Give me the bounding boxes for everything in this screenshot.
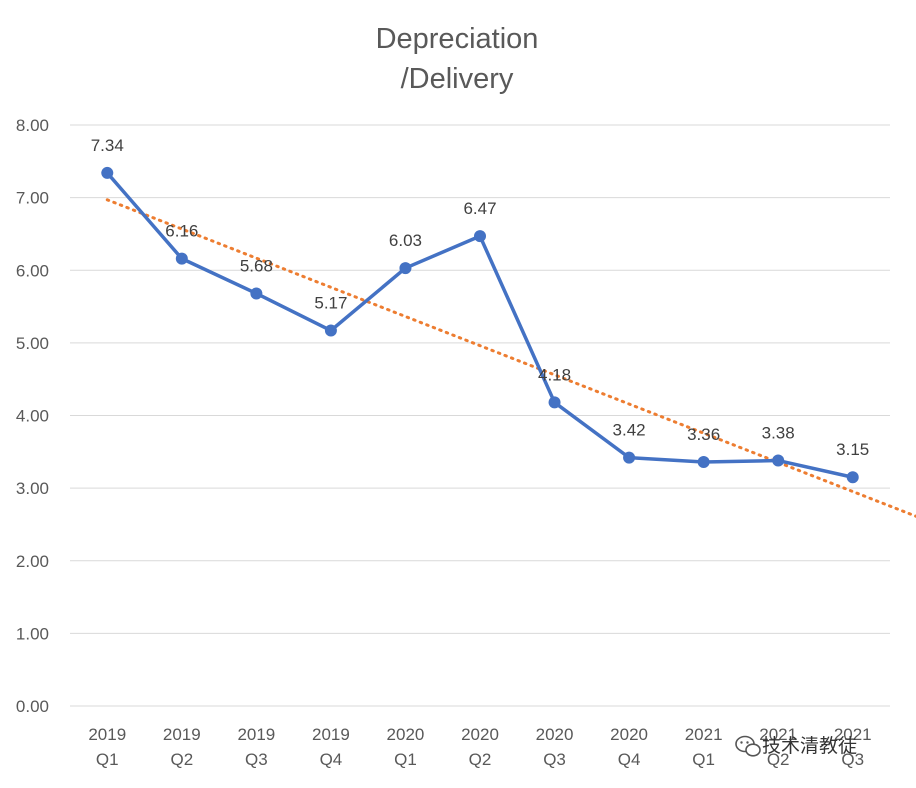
data-label: 5.17 <box>314 294 347 313</box>
y-tick-label: 1.00 <box>16 624 49 643</box>
x-tick-label: 2019 Q1 <box>88 725 126 769</box>
data-label: 3.38 <box>762 424 795 443</box>
data-point <box>250 287 263 300</box>
watermark-text: 技术清教徒 <box>762 735 857 757</box>
data-point <box>324 324 337 337</box>
chart-title: Depreciation <box>376 23 539 55</box>
wechat-icon <box>735 735 761 757</box>
y-tick-label: 5.00 <box>16 334 49 353</box>
series-layer <box>101 166 859 484</box>
data-label: 6.16 <box>165 222 198 241</box>
y-tick-label: 2.00 <box>16 552 49 571</box>
data-point <box>548 396 561 409</box>
data-labels: 7.34 6.16 5.68 5.17 6.03 6.47 4.18 3.42 3.36 3.38… <box>91 136 870 459</box>
x-tick-label: 2019 Q2 <box>163 725 201 769</box>
data-label: 6.47 <box>463 199 496 218</box>
data-label: 7.34 <box>91 136 124 155</box>
x-tick-label: 2021 Q3 <box>834 725 872 769</box>
trendline <box>105 198 916 518</box>
y-tick-label: 8.00 <box>16 116 49 135</box>
trendline-layer <box>105 198 916 518</box>
watermark: 技术清教徒 <box>735 735 857 757</box>
data-point <box>623 451 636 464</box>
y-tick-label: 0.00 <box>16 697 49 716</box>
y-tick-label: 6.00 <box>16 261 49 280</box>
x-tick-label: 2020 Q4 <box>610 725 648 769</box>
data-label: 3.42 <box>613 421 646 440</box>
data-point <box>474 230 486 243</box>
y-tick-label: 3.00 <box>16 479 49 498</box>
data-label: 5.68 <box>240 256 273 275</box>
x-tick-label: 2021 Q1 <box>685 725 723 769</box>
y-tick-label: 4.00 <box>16 407 49 426</box>
data-point <box>399 262 412 275</box>
data-label: 3.36 <box>687 425 720 444</box>
chart-subtitle: /Delivery <box>401 63 514 95</box>
data-point <box>101 166 114 179</box>
data-label: 4.18 <box>538 365 571 384</box>
series-line <box>105 171 854 479</box>
x-tick-label: 2019 Q4 <box>312 725 350 769</box>
x-tick-label: 2019 Q3 <box>237 725 275 769</box>
x-axis-ticks: 2019 Q1 2019 Q2 2019 Q3 2019 Q4 2020 Q1 2020 Q2 2020… <box>88 725 871 769</box>
data-point <box>175 252 188 265</box>
data-label: 6.03 <box>389 231 422 250</box>
data-point <box>772 454 785 467</box>
x-tick-label: 2021 Q2 <box>759 725 797 769</box>
x-tick-label: 2020 Q2 <box>461 725 499 769</box>
data-label: 3.15 <box>836 440 869 459</box>
y-tick-label: 7.00 <box>16 189 49 208</box>
data-point <box>846 471 859 484</box>
x-tick-label: 2020 Q1 <box>387 725 425 769</box>
y-axis-ticks: 0.00 1.00 2.00 3.00 4.00 5.00 6.00 7.00 8.00 <box>16 116 49 716</box>
x-tick-label: 2020 Q3 <box>536 725 574 769</box>
data-point <box>697 455 710 468</box>
